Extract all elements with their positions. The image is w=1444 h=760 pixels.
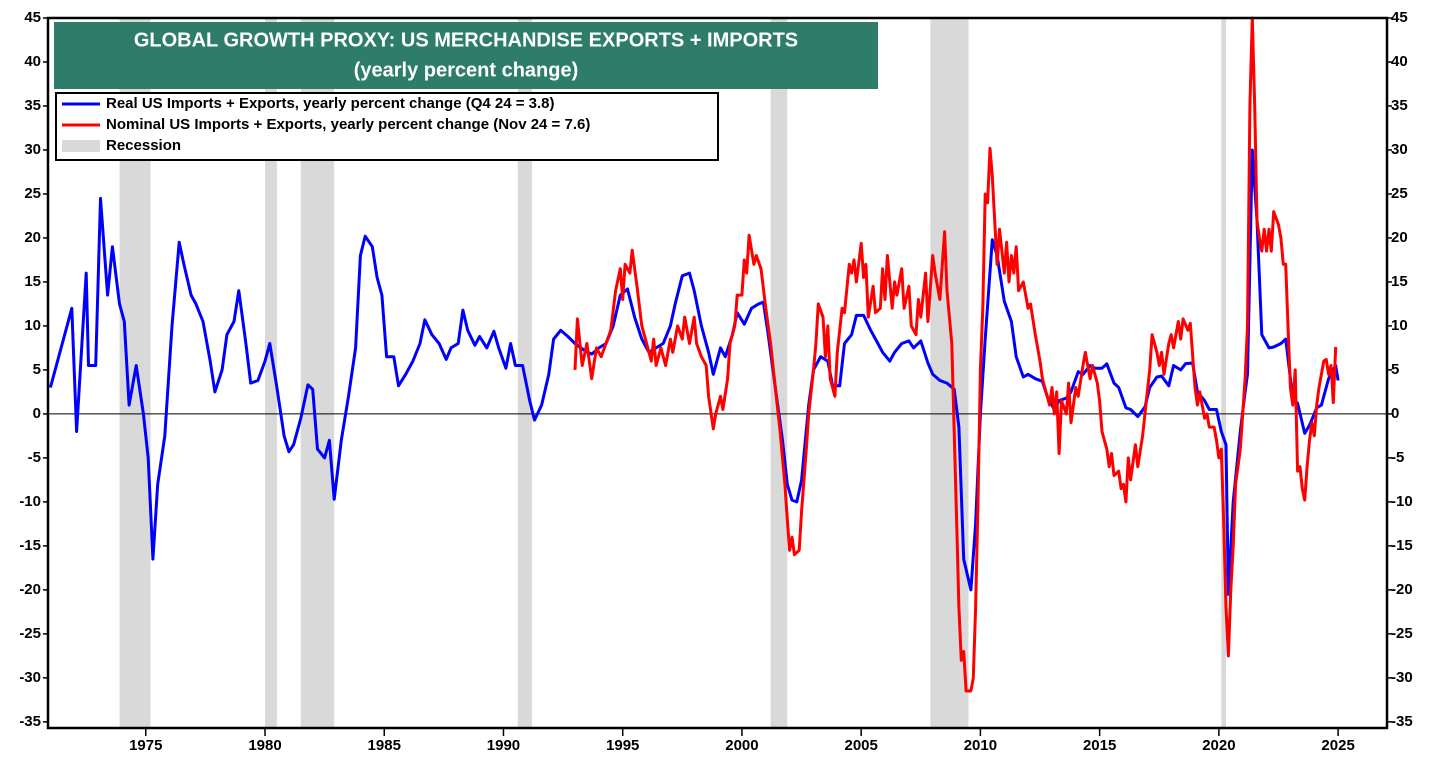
- legend-swatch: [62, 140, 100, 152]
- y-tick-label: 10: [24, 317, 41, 334]
- x-tick-label: 2005: [844, 737, 877, 754]
- y2-tick-label: -35: [1391, 713, 1413, 730]
- y-tick-label: -10: [19, 493, 41, 510]
- y-tick-label: -35: [19, 713, 41, 730]
- y-tick-label: -15: [19, 537, 41, 554]
- legend-label: Recession: [106, 137, 181, 154]
- recession-band: [1221, 18, 1227, 728]
- series-line: [573, 16, 1338, 693]
- y-tick-label: 35: [24, 97, 41, 114]
- y2-tick-label: -15: [1391, 537, 1413, 554]
- recession-band: [770, 18, 788, 728]
- x-tick-label: 2010: [964, 737, 997, 754]
- y2-tick-label: 40: [1391, 53, 1408, 70]
- x-tick-label: 2000: [725, 737, 758, 754]
- y2-tick-label: 15: [1391, 273, 1408, 290]
- legend-box: [55, 92, 719, 161]
- y-tick-label: 5: [33, 361, 41, 378]
- y2-tick-label: 5: [1391, 361, 1399, 378]
- y2-tick-label: -5: [1391, 449, 1404, 466]
- x-tick-label: 1995: [606, 737, 639, 754]
- y2-tick-label: -20: [1391, 581, 1413, 598]
- y2-tick-label: 20: [1391, 229, 1408, 246]
- y-tick-label: 40: [24, 53, 41, 70]
- y-tick-label: -30: [19, 669, 41, 686]
- chart-title: GLOBAL GROWTH PROXY: US MERCHANDISE EXPO…: [134, 29, 798, 51]
- x-tick-label: 2015: [1083, 737, 1116, 754]
- legend-label: Real US Imports + Exports, yearly percen…: [106, 95, 555, 112]
- y-tick-label: 20: [24, 229, 41, 246]
- y-tick-label: 30: [24, 141, 41, 158]
- x-tick-label: 1980: [248, 737, 281, 754]
- x-tick-label: 1990: [487, 737, 520, 754]
- x-tick-label: 1985: [368, 737, 401, 754]
- plot-frame: [46, 16, 1389, 730]
- y2-tick-label: 35: [1391, 97, 1408, 114]
- y-tick-label: 0: [33, 405, 41, 422]
- y2-tick-label: -30: [1391, 669, 1413, 686]
- y-tick-label: -20: [19, 581, 41, 598]
- y-tick-label: -5: [28, 449, 41, 466]
- y2-tick-label: 25: [1391, 185, 1408, 202]
- y2-tick-label: -25: [1391, 625, 1413, 642]
- recession-band: [930, 18, 969, 728]
- y2-tick-label: -10: [1391, 493, 1413, 510]
- y-tick-label: -25: [19, 625, 41, 642]
- x-tick-label: 1975: [129, 737, 162, 754]
- y2-tick-label: 45: [1391, 9, 1408, 26]
- y-tick-label: 15: [24, 273, 41, 290]
- series-line: [48, 148, 1340, 596]
- recession-band: [265, 18, 277, 728]
- y2-tick-label: 30: [1391, 141, 1408, 158]
- x-tick-label: 2025: [1321, 737, 1354, 754]
- title-box: [54, 22, 878, 89]
- y-tick-label: 25: [24, 185, 41, 202]
- y-tick-label: 45: [24, 9, 41, 26]
- x-tick-label: 2020: [1202, 737, 1235, 754]
- legend-label: Nominal US Imports + Exports, yearly per…: [106, 116, 590, 133]
- y2-tick-label: 0: [1391, 405, 1399, 422]
- chart-subtitle: (yearly percent change): [354, 59, 579, 81]
- y2-tick-label: 10: [1391, 317, 1408, 334]
